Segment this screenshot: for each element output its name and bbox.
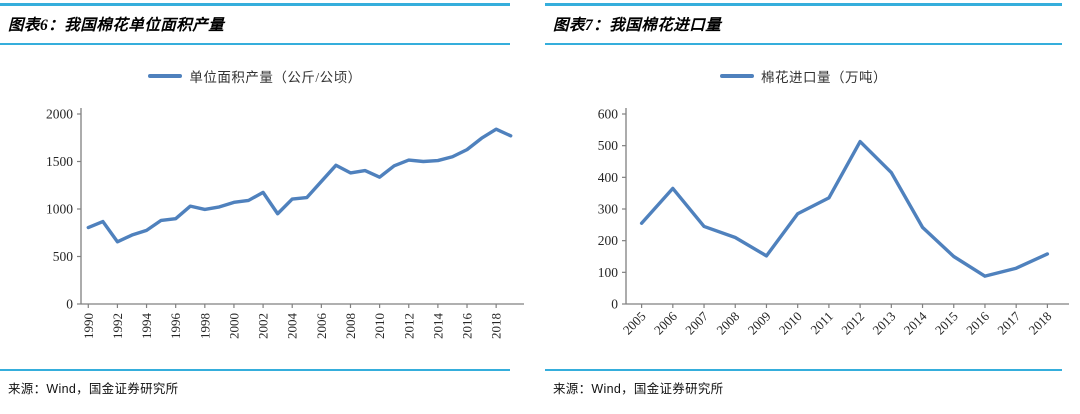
- x-tick-label: 1992: [110, 313, 125, 339]
- figure-title: 图表6：我国棉花单位面积产量: [0, 3, 510, 45]
- figure-panel-7: 图表7：我国棉花进口量 棉花进口量（万吨） 0 100 200 300 400 500 60…: [545, 3, 1069, 411]
- x-tick-label: 2011: [807, 309, 836, 338]
- line-chart: 0 500 1000 1500 2000 1990 1992 1994 1996 1998 2000…: [46, 107, 524, 340]
- y-tick-label: 100: [598, 265, 619, 280]
- x-tick-label: 2014: [430, 313, 445, 340]
- series-line: [86, 127, 513, 244]
- cotton-yield-line-chart: 0 500 1000 1500 2000 1990 1992 1994 1996 1998 2000…: [26, 90, 524, 365]
- x-tick-label: 2002: [256, 313, 271, 339]
- x-tick-label: 2012: [838, 309, 867, 338]
- x-tick-label: 1994: [139, 313, 154, 340]
- figure-panel-6: 图表6：我国棉花单位面积产量 单位面积产量（公斤/公顷） 0 500 1000 150…: [0, 3, 524, 411]
- y-tick-label: 500: [53, 249, 74, 264]
- y-tick-label: 1500: [46, 154, 73, 169]
- x-tick-label: 2012: [401, 313, 416, 339]
- x-tick-label: 2006: [651, 308, 680, 337]
- x-tick-label: 2007: [682, 308, 711, 337]
- x-tick-label: 2018: [1026, 309, 1055, 338]
- source-note: 来源：Wind，国金证券研究所: [0, 369, 510, 397]
- legend-label: 单位面积产量（公斤/公顷）: [189, 70, 362, 85]
- x-tick-label: 2010: [776, 309, 805, 338]
- chart-legend: 棉花进口量（万吨）: [545, 66, 1062, 86]
- series-line: [639, 139, 1050, 278]
- legend-line-swatch: [148, 74, 183, 78]
- x-tick-label: 1998: [197, 313, 212, 339]
- x-tick-label: 2010: [372, 313, 387, 339]
- x-tick-label: 2015: [932, 309, 961, 338]
- x-tick-label: 2018: [489, 313, 504, 339]
- x-tick-label: 2009: [745, 309, 774, 338]
- figure-title: 图表7：我国棉花进口量: [545, 3, 1062, 45]
- legend-line-swatch: [720, 74, 754, 78]
- x-tick-label: 2014: [901, 308, 930, 337]
- legend-label: 棉花进口量（万吨）: [761, 70, 887, 85]
- x-tick-label: 2008: [343, 313, 358, 339]
- x-tick-label: 1996: [168, 313, 183, 340]
- y-tick-label: 1000: [46, 202, 73, 217]
- y-tick-label: 500: [598, 138, 619, 153]
- x-tick-label: 2008: [713, 309, 742, 338]
- y-tick-label: 200: [598, 233, 619, 248]
- x-tick-label: 2016: [963, 308, 992, 337]
- y-tick-label: 0: [611, 297, 618, 312]
- x-tick-label: 2013: [869, 309, 898, 338]
- x-tick-label: 2017: [994, 308, 1023, 337]
- cotton-import-line-chart: 0 100 200 300 400 500 600 2005 2006 2007 2008 2009 2…: [571, 90, 1069, 365]
- x-tick-label: 2006: [314, 313, 329, 340]
- y-tick-label: 0: [66, 297, 73, 312]
- x-tick-label: 1990: [81, 313, 96, 339]
- y-tick-label: 2000: [46, 107, 73, 122]
- y-tick-label: 600: [598, 107, 619, 122]
- x-tick-label: 2004: [285, 313, 300, 340]
- y-tick-label: 300: [598, 202, 619, 217]
- source-note: 来源：Wind，国金证券研究所: [545, 369, 1062, 397]
- x-tick-label: 2000: [226, 313, 241, 339]
- x-tick-label: 2005: [620, 309, 649, 338]
- x-tick-label: 2016: [460, 313, 475, 340]
- y-tick-label: 400: [598, 170, 619, 185]
- chart-legend: 单位面积产量（公斤/公顷）: [0, 66, 510, 86]
